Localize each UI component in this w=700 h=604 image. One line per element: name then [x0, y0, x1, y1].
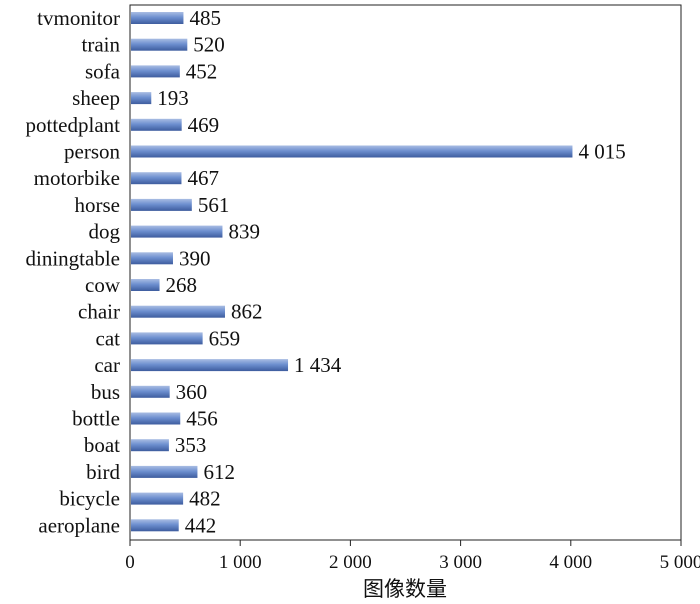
category-label-cow: cow	[85, 273, 121, 297]
value-label-bird: 612	[203, 460, 235, 484]
bars-group	[131, 12, 573, 532]
value-label-cat: 659	[209, 326, 241, 350]
bar-pottedplant	[131, 118, 182, 131]
bar-horse	[131, 198, 192, 211]
plot-frame	[129, 4, 682, 541]
x-tick-label-4000: 4 000	[549, 552, 592, 573]
value-label-train: 520	[193, 33, 225, 57]
bar-sofa	[131, 65, 180, 78]
bar-cat	[131, 332, 203, 345]
bar-person	[131, 145, 573, 158]
value-label-chair: 862	[231, 300, 263, 324]
category-label-chair: chair	[78, 300, 120, 324]
category-label-tvmonitor: tvmonitor	[37, 6, 120, 30]
x-tick-label-0: 0	[125, 552, 135, 573]
value-label-aeroplane: 442	[185, 513, 217, 537]
bar-tvmonitor	[131, 12, 184, 24]
category-label-sheep: sheep	[72, 86, 120, 110]
category-label-horse: horse	[75, 193, 121, 217]
x-tick-label-2000: 2 000	[329, 552, 372, 573]
category-label-bus: bus	[91, 380, 120, 404]
bar-sheep	[131, 92, 152, 105]
bar-chair	[131, 305, 225, 318]
category-label-bird: bird	[86, 460, 120, 484]
value-label-sheep: 193	[157, 86, 189, 110]
bar-car	[131, 359, 289, 372]
bar-boat	[131, 439, 169, 452]
bar-bird	[131, 465, 198, 478]
category-label-aeroplane: aeroplane	[38, 513, 120, 537]
category-label-pottedplant: pottedplant	[26, 113, 121, 137]
bar-train	[131, 38, 188, 51]
x-tick-label-3000: 3 000	[439, 552, 482, 573]
x-axis-title: 图像数量	[363, 577, 447, 601]
category-label-car: car	[94, 353, 120, 377]
bar-motorbike	[131, 172, 182, 185]
value-label-motorbike: 467	[187, 166, 219, 190]
value-label-cow: 268	[166, 273, 198, 297]
bar-bottle	[131, 412, 181, 425]
value-label-person: 4 015	[578, 140, 625, 164]
category-label-train: train	[82, 33, 121, 57]
category-label-dog: dog	[89, 220, 121, 244]
bar-bicycle	[131, 492, 184, 505]
value-label-dog: 839	[228, 220, 260, 244]
category-label-boat: boat	[84, 433, 120, 457]
value-label-bus: 360	[176, 380, 208, 404]
category-label-diningtable: diningtable	[26, 246, 120, 270]
bar-diningtable	[131, 252, 173, 265]
value-label-car: 1 434	[294, 353, 342, 377]
x-axis: 0 1 000 2 000 3 000 4 000 5 000	[125, 540, 700, 573]
category-label-person: person	[64, 140, 120, 164]
bar-aeroplane	[131, 519, 179, 532]
category-label-bottle: bottle	[72, 407, 120, 431]
x-tick-label-1000: 1 000	[219, 552, 262, 573]
x-tick-label-5000: 5 000	[660, 552, 700, 573]
value-label-pottedplant: 469	[188, 113, 220, 137]
category-label-cat: cat	[96, 326, 121, 350]
value-label-bottle: 456	[186, 407, 218, 431]
value-label-sofa: 452	[186, 59, 218, 83]
value-label-bicycle: 482	[189, 487, 221, 511]
value-label-boat: 353	[175, 433, 207, 457]
value-label-horse: 561	[198, 193, 230, 217]
value-label-tvmonitor: 485	[189, 6, 221, 30]
value-label-diningtable: 390	[179, 246, 211, 270]
category-label-sofa: sofa	[85, 59, 121, 83]
bar-cow	[131, 279, 160, 291]
bar-dog	[131, 225, 223, 238]
category-label-motorbike: motorbike	[34, 166, 120, 190]
category-label-bicycle: bicycle	[59, 487, 120, 511]
bar-bus	[131, 385, 170, 398]
